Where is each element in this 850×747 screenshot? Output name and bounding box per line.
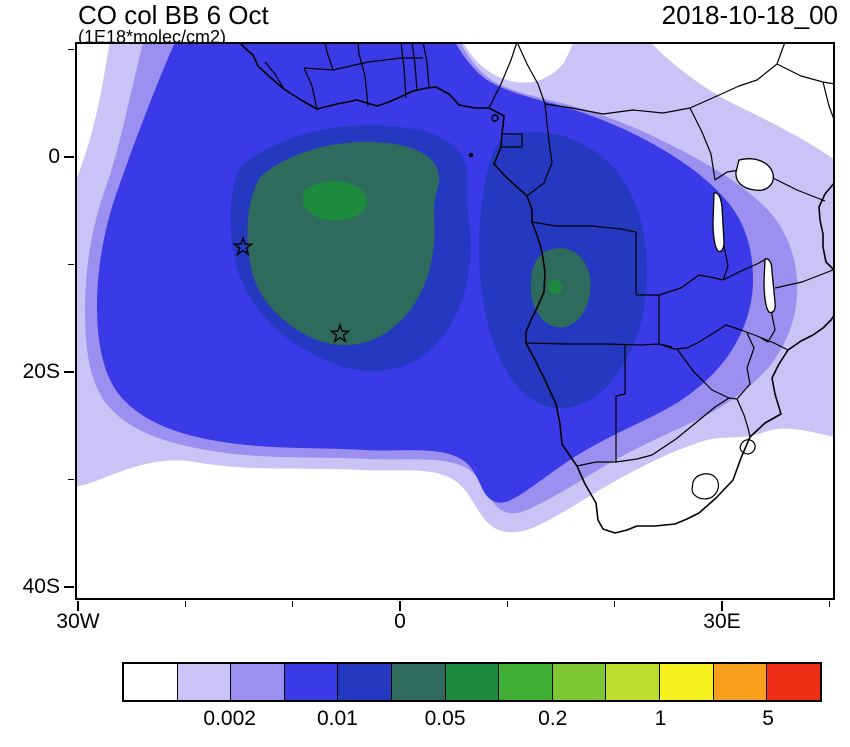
plot-title: CO col BB 6 Oct bbox=[78, 0, 269, 30]
y-tick bbox=[64, 371, 74, 373]
x-tick bbox=[184, 601, 187, 607]
contour-band-0.1-east bbox=[548, 280, 562, 294]
lake-victoria bbox=[735, 158, 774, 191]
plot-timestamp: 2018-10-18_00 bbox=[661, 0, 838, 30]
colorbar-cell bbox=[766, 664, 820, 700]
contour-band-0.1-west bbox=[302, 181, 368, 221]
y-tick bbox=[64, 156, 74, 158]
colorbar-cell bbox=[551, 664, 606, 700]
country-borders bbox=[264, 42, 835, 500]
lake-malawi bbox=[763, 258, 776, 314]
x-axis-label: 0 bbox=[394, 610, 406, 633]
contour-band-0.05-west bbox=[247, 141, 440, 346]
colorbar-cell bbox=[712, 664, 767, 700]
colorbar-cell bbox=[605, 664, 660, 700]
colorbar-tick-label: 1 bbox=[654, 707, 667, 730]
y-tick bbox=[64, 586, 74, 588]
x-tick bbox=[721, 601, 723, 611]
colorbar-cell bbox=[176, 664, 231, 700]
colorbar-cell bbox=[124, 664, 177, 700]
colorbar-tick-label: 0.002 bbox=[203, 707, 256, 730]
lake-tanganyika bbox=[712, 192, 725, 253]
y-axis-label: 0 bbox=[48, 145, 60, 168]
colorbar bbox=[122, 662, 822, 702]
colorbar-tick-label: 0.2 bbox=[538, 707, 568, 730]
colorbar-cell bbox=[391, 664, 445, 700]
station-star-ascension bbox=[232, 235, 254, 257]
x-axis-label: 30E bbox=[703, 610, 741, 633]
x-axis-label: 30W bbox=[56, 610, 100, 633]
coastline bbox=[238, 42, 835, 534]
station-star-sthelena bbox=[329, 322, 351, 344]
colorbar-cell bbox=[498, 664, 552, 700]
x-tick bbox=[399, 601, 401, 611]
plot-frame bbox=[75, 42, 835, 600]
colorbar-tick-label: 0.05 bbox=[424, 707, 466, 730]
island-bioko bbox=[491, 114, 499, 122]
x-tick bbox=[828, 601, 831, 607]
map-plot bbox=[75, 42, 835, 600]
colorbar-tick-label: 5 bbox=[762, 707, 774, 730]
colorbar-tick-label: 0.01 bbox=[316, 707, 358, 730]
colorbar-cell bbox=[444, 664, 499, 700]
y-axis-label: 20S bbox=[22, 360, 60, 383]
colorbar-cell bbox=[337, 664, 392, 700]
x-tick bbox=[291, 601, 294, 607]
y-tick bbox=[68, 263, 74, 266]
y-axis-label: 40S bbox=[22, 575, 60, 598]
x-tick bbox=[613, 601, 616, 607]
x-tick bbox=[506, 601, 509, 607]
colorbar-labels: 0.002 0.01 0.05 0.2 1 5 bbox=[122, 707, 822, 735]
colorbar-cell bbox=[659, 664, 713, 700]
colorbar-cell bbox=[283, 664, 338, 700]
colorbar-cell bbox=[230, 664, 284, 700]
y-tick bbox=[68, 48, 74, 51]
island-sao-tome bbox=[468, 152, 474, 158]
x-tick bbox=[77, 601, 79, 611]
y-tick bbox=[68, 478, 74, 481]
